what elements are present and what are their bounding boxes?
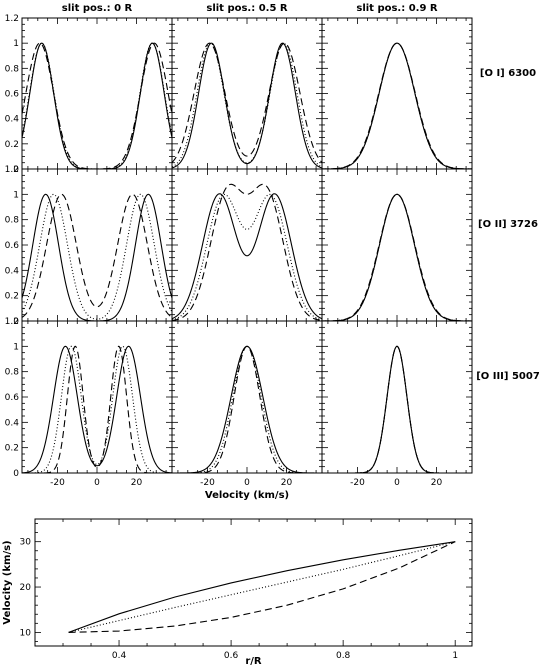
series-line-solid (172, 345, 322, 474)
y-tick-label: 0.4 (5, 266, 20, 276)
x-tick-label: 20 (131, 478, 143, 488)
velocity-law-plot: 0.4 0.6 0.8 1 10 20 30 r/R Velocity (km/s) (2, 518, 473, 667)
series-line-dashed (21, 193, 173, 318)
profile-panel: 0 0.2 0.4 0.6 0.8 1 1.2 (5, 14, 173, 175)
profile-panel: 0 0.2 0.4 0.6 0.8 1 1.2 (5, 165, 173, 327)
y-tick-label: 0 (13, 469, 19, 479)
y-tick-label: 0.4 (5, 115, 20, 125)
column-title: slit pos.: 0 R (62, 3, 133, 14)
y-tick-label: 0 (13, 165, 19, 175)
panel-frame (321, 17, 473, 170)
series-line-dashed (68, 541, 456, 633)
series-line-dashed (22, 345, 172, 474)
x-tick-label: 0 (94, 478, 100, 488)
series-line-solid (21, 193, 173, 322)
series-line-dashed (171, 42, 323, 163)
row-label: [O II] 3726 (478, 219, 538, 230)
y-tick-label: 0 (13, 317, 19, 327)
x-tick-label: 20 (281, 478, 293, 488)
column-title: slit pos.: 0.5 R (206, 3, 288, 14)
panel-frame (321, 168, 473, 322)
x-tick-label: 0.8 (336, 651, 351, 661)
series-line-dashed (21, 42, 173, 170)
profile-panel (321, 17, 473, 170)
y-tick-label: 1 (13, 342, 19, 352)
profile-panel (171, 17, 323, 170)
x-tick-label: -20 (50, 478, 65, 488)
y-tick-label: 0.8 (5, 216, 20, 226)
y-tick-label: 10 (20, 628, 32, 638)
y-tick-label: 30 (20, 538, 32, 548)
series-line-dotted (171, 42, 323, 168)
series-line-solid (21, 42, 173, 170)
y-tick-label: 0.2 (5, 292, 19, 302)
x-axis-label: Velocity (km/s) (205, 490, 289, 501)
panel-frame (21, 17, 173, 170)
x-tick-label: -20 (350, 478, 365, 488)
y-tick-label: 1 (13, 190, 19, 200)
y-tick-label: 0.4 (5, 418, 20, 428)
y-tick-label: 1.2 (5, 165, 19, 175)
x-tick-label: 20 (431, 478, 443, 488)
panel-frame (171, 320, 323, 474)
series-line-dotted (172, 345, 322, 474)
x-tick-label: 0 (244, 478, 250, 488)
series-line-dashed (321, 42, 473, 170)
profile-grid: slit pos.: 0 R slit pos.: 0.5 R slit pos.:… (5, 3, 540, 501)
profile-panel (171, 168, 323, 322)
y-tick-label: 0.8 (5, 368, 20, 378)
panel-frame (321, 320, 473, 474)
series-line-dashed (171, 183, 323, 321)
series-line-dotted (322, 345, 472, 474)
x-tick-label: 0 (394, 478, 400, 488)
profile-panel: 0 0.2 0.4 0.6 0.8 1 1.2 -20 0 20 (5, 317, 173, 488)
series-line-dotted (322, 42, 472, 170)
series-line-solid (322, 193, 472, 322)
series-line-dotted (21, 193, 173, 320)
y-tick-label: 20 (20, 583, 32, 593)
y-tick-label: 0.2 (5, 140, 19, 150)
series-line-dotted (22, 345, 172, 474)
plot-frame (34, 518, 473, 647)
y-tick-label: 0.2 (5, 444, 19, 454)
profile-panel: -20 0 20 (321, 320, 473, 488)
x-tick-label: 0.4 (112, 651, 127, 661)
y-tick-label: 1.2 (5, 317, 19, 327)
series-line-dashed (322, 193, 472, 322)
series-line-dashed (172, 345, 322, 474)
y-tick-label: 0.8 (5, 64, 20, 74)
series-line-dotted (21, 42, 173, 170)
y-tick-label: 1 (13, 39, 19, 49)
profile-panel: -20 0 20 (171, 320, 323, 488)
x-tick-label: 0.6 (224, 651, 239, 661)
profile-panel (321, 168, 473, 322)
y-tick-label: 0.6 (5, 90, 20, 100)
series-line-dotted (68, 541, 456, 633)
panel-frame (21, 320, 173, 474)
series-line-dotted (171, 193, 323, 321)
y-tick-label: 1.2 (5, 14, 19, 24)
row-label: [O III] 5007 (476, 371, 540, 382)
series-line-solid (322, 345, 472, 474)
x-tick-label: -20 (200, 478, 215, 488)
series-line-dotted (322, 193, 472, 322)
y-axis-label: Velocity (km/s) (2, 540, 13, 624)
y-tick-label: 0.6 (5, 393, 20, 403)
x-tick-label: 1 (452, 651, 458, 661)
series-line-solid (21, 345, 173, 474)
row-label: [O I] 6300 (480, 68, 536, 79)
series-line-solid (171, 193, 323, 320)
column-title: slit pos.: 0.9 R (356, 3, 438, 14)
series-line-solid (68, 541, 456, 633)
panel-frame (21, 168, 173, 322)
series-line-dashed (322, 345, 472, 474)
panel-frame (171, 168, 323, 322)
y-tick-label: 0.6 (5, 241, 20, 251)
series-line-solid (322, 42, 472, 170)
x-axis-label: r/R (245, 656, 262, 667)
